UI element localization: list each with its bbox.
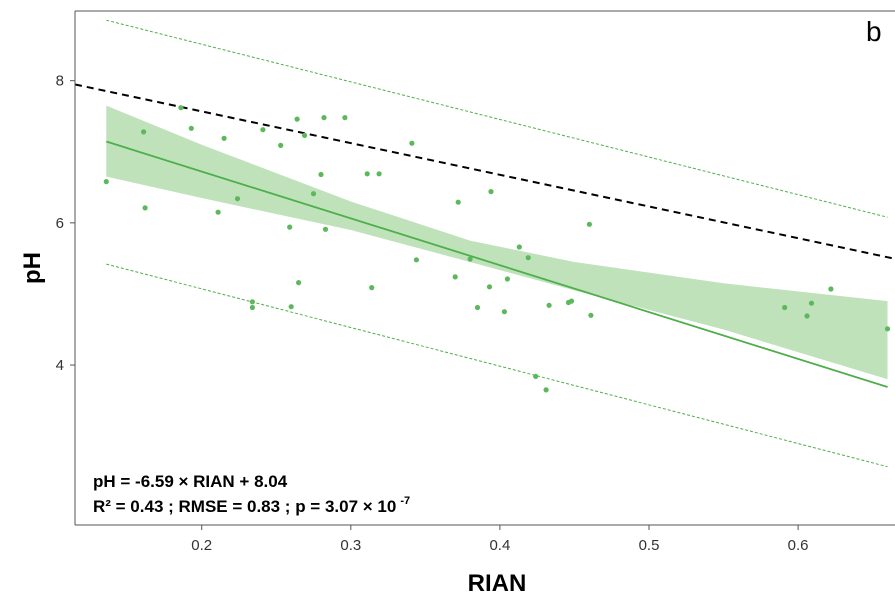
data-point	[221, 135, 227, 141]
data-point	[215, 209, 221, 215]
data-point	[782, 304, 788, 311]
x-axis-ticks: 0.2 0.3 0.4 0.5 0.6	[191, 525, 809, 554]
data-point	[588, 312, 594, 318]
data-point	[884, 326, 891, 332]
data-point	[452, 274, 458, 280]
data-point	[467, 256, 473, 262]
data-point	[516, 244, 522, 250]
data-point	[543, 387, 549, 393]
x-tick-label: 0.5	[639, 537, 660, 554]
data-point	[188, 125, 194, 131]
reference-line	[75, 83, 895, 260]
data-point	[260, 127, 266, 133]
equation-annotation: pH = -6.59 × RIAN + 8.04	[93, 472, 288, 491]
data-points	[103, 105, 891, 393]
data-point	[409, 140, 415, 146]
data-point	[486, 284, 493, 290]
data-point	[294, 116, 300, 122]
data-point	[474, 304, 481, 311]
data-point	[455, 199, 461, 205]
stats-exponent: -7	[400, 495, 410, 507]
data-point	[310, 191, 317, 197]
plot-area	[75, 19, 895, 468]
data-point	[234, 196, 241, 202]
prediction-interval-upper	[106, 19, 888, 218]
x-tick-label: 0.2	[191, 537, 212, 554]
y-axis-ticks: 4 6 8	[56, 73, 75, 374]
data-point	[376, 171, 382, 177]
confidence-band	[106, 105, 888, 380]
x-axis-title: RIAN	[468, 570, 527, 597]
data-point	[504, 276, 510, 282]
y-tick-label: 8	[56, 73, 64, 90]
data-point	[296, 280, 302, 286]
data-point	[103, 179, 109, 185]
data-point	[318, 171, 324, 178]
data-point	[586, 221, 593, 227]
prediction-interval-lower	[106, 263, 888, 468]
data-point	[364, 171, 370, 177]
stats-annotation: R² = 0.43 ; RMSE = 0.83 ; p = 3.07 × 10-…	[93, 495, 410, 516]
data-point	[141, 129, 147, 135]
y-tick-label: 4	[56, 357, 64, 374]
data-point	[288, 304, 294, 310]
data-point	[321, 115, 327, 121]
regression-line	[106, 140, 888, 388]
stats-text: R² = 0.43 ; RMSE = 0.83 ; p = 3.07 × 10	[93, 497, 396, 516]
data-point	[488, 189, 494, 195]
panel-label: b	[866, 16, 882, 47]
data-point	[302, 132, 308, 138]
data-point	[808, 300, 815, 306]
data-point	[278, 142, 284, 148]
data-point	[369, 285, 375, 291]
data-point	[533, 373, 539, 379]
data-point	[546, 302, 552, 308]
data-point	[142, 205, 148, 211]
data-point	[287, 224, 293, 230]
x-tick-label: 0.4	[489, 537, 510, 554]
data-point	[525, 255, 531, 261]
x-tick-label: 0.3	[340, 537, 361, 554]
data-point	[413, 257, 419, 263]
data-point	[178, 105, 184, 111]
y-axis-title: pH	[19, 252, 46, 284]
data-point	[249, 299, 255, 305]
data-point	[249, 304, 255, 311]
data-point	[322, 226, 329, 232]
y-tick-label: 6	[56, 215, 64, 232]
data-point	[804, 313, 810, 319]
x-tick-label: 0.6	[788, 537, 809, 554]
plot-frame	[74, 10, 895, 526]
data-point	[828, 286, 834, 292]
data-point	[501, 309, 507, 315]
data-point	[342, 115, 348, 121]
data-point	[568, 298, 575, 304]
